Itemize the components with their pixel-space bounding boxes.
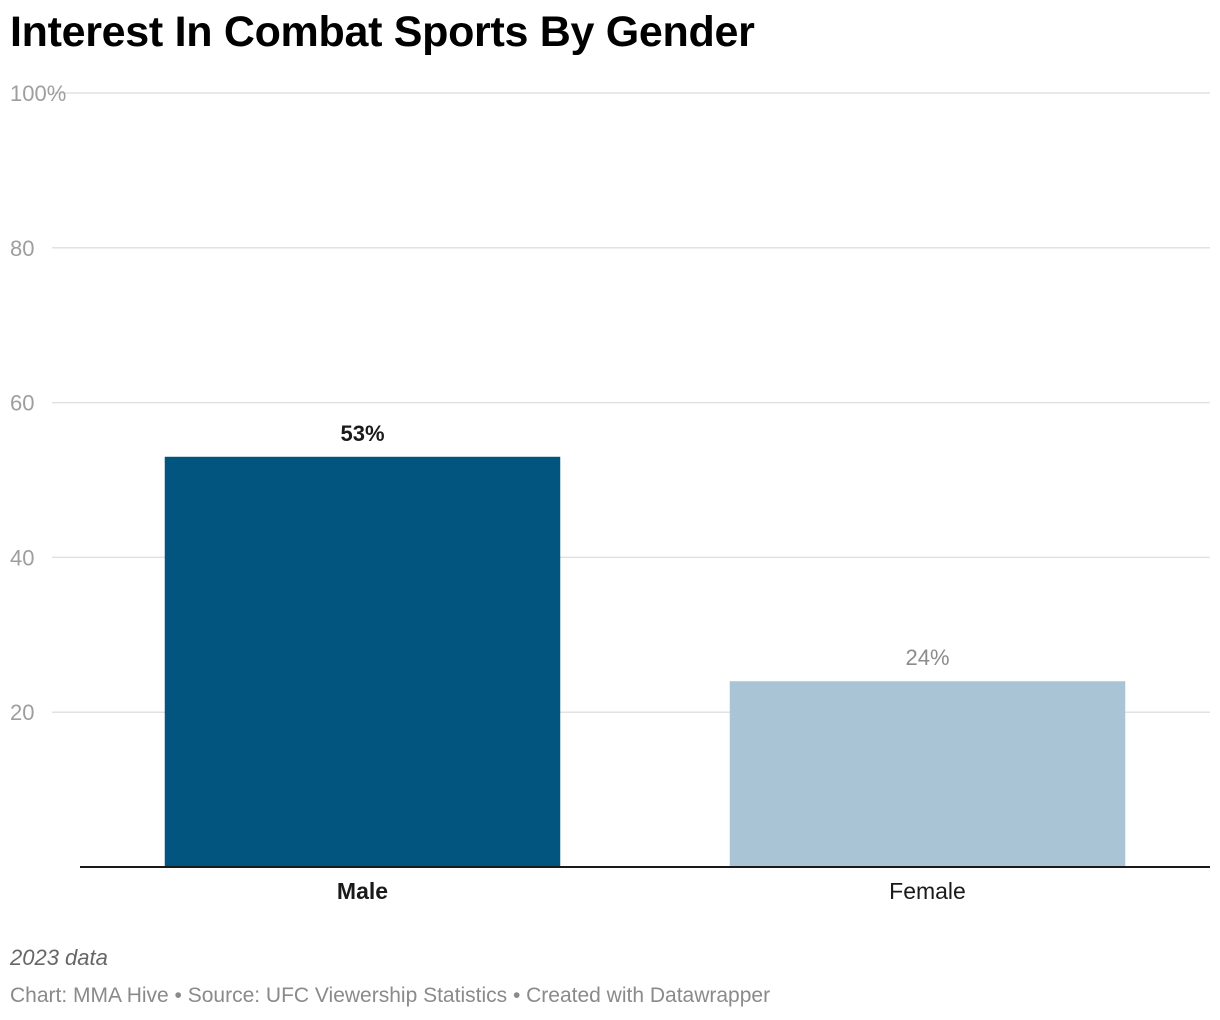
category-label-female: Female [889, 878, 966, 904]
value-label-female: 24% [905, 645, 949, 670]
y-tick-label: 20 [10, 700, 34, 725]
y-tick-label: 60 [10, 391, 34, 416]
value-label-male: 53% [340, 421, 384, 446]
category-label-male: Male [337, 878, 388, 904]
y-tick-label: 80 [10, 236, 34, 261]
chart-note: 2023 data [10, 945, 108, 970]
chart-title: Interest In Combat Sports By Gender [10, 8, 755, 56]
bar-male [164, 456, 561, 867]
y-axis-tick-labels: 20 40 60 80 100% [10, 81, 66, 725]
x-axis-category-labels: Male Female [337, 878, 966, 904]
bar-female [729, 681, 1126, 867]
bar-value-labels: 53% 24% [340, 421, 949, 670]
y-tick-label: 40 [10, 545, 34, 570]
chart-footer: Chart: MMA Hive • Source: UFC Viewership… [10, 984, 771, 1007]
bars [164, 456, 1126, 867]
y-tick-label: 100% [10, 81, 66, 106]
